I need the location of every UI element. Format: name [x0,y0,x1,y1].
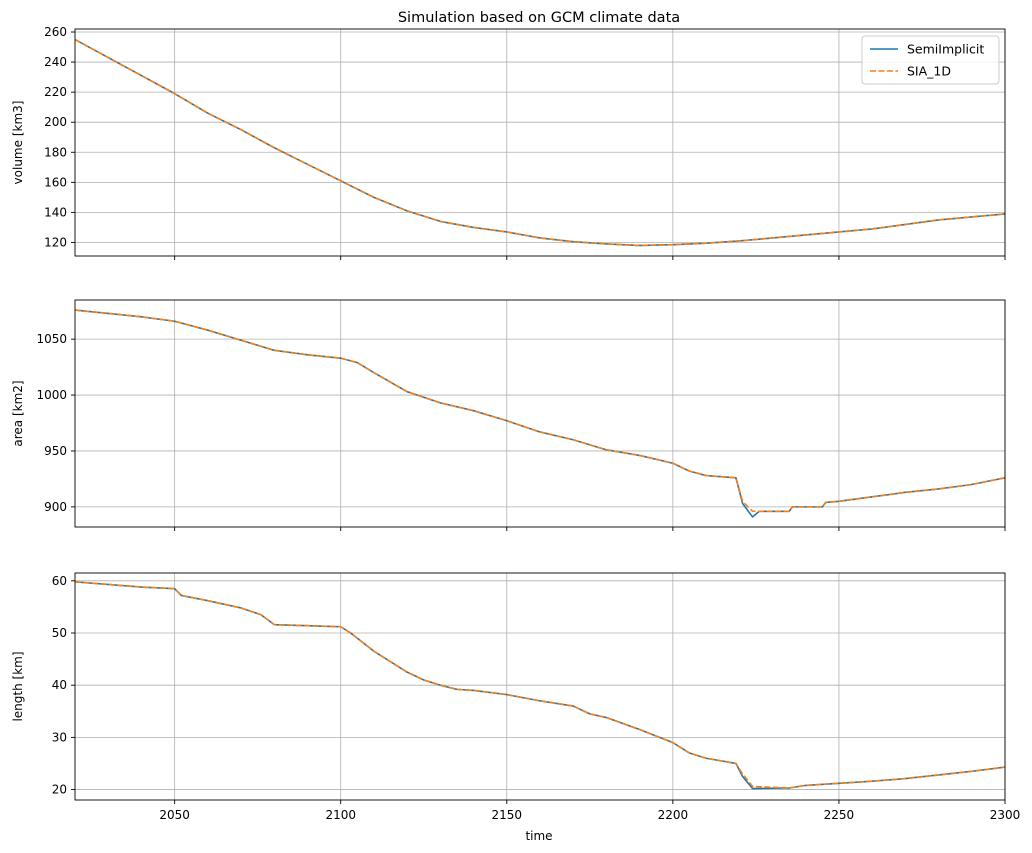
y-tick-label: 20 [52,783,67,797]
y-tick-label: 1000 [36,388,67,402]
legend: SemiImplicit SIA_1D [861,35,1000,85]
y-tick-label: 50 [52,626,67,640]
panels-group: 120 140 160 180 200 220 240 260 volume [km3] Semi… [11,25,1020,822]
plot-frame [74,28,1006,257]
legend-box [861,35,1000,85]
legend-label-semiimplicit: SemiImplicit [907,42,984,57]
series-line-sia-1d [75,581,1005,789]
series-line-sia-1d [75,309,1005,513]
panel-volume-km3: 120 140 160 180 200 220 240 260 volume [km3] Semi… [11,25,1006,260]
x-tick-label: 2300 [990,808,1021,822]
x-tick-label: 2250 [824,808,855,822]
y-tick-label: 180 [44,145,67,159]
x-tick-label: 2050 [159,808,190,822]
x-tick-label: 2200 [658,808,689,822]
x-tick-label: 2100 [325,808,356,822]
legend-label-sia-1d: SIA_1D [907,64,951,79]
y-tick-label: 200 [44,115,67,129]
x-axis-label: time [525,829,552,843]
y-tick-label: 220 [44,85,67,99]
y-tick-label: 60 [52,574,67,588]
plot-frame [74,299,1006,528]
y-tick-label: 120 [44,235,67,249]
y-axis-label-volume-km3: volume [km3] [11,101,25,185]
panel-area-km2: 900 950 1000 1050 area [km2] [11,299,1006,531]
y-tick-label: 240 [44,55,67,69]
y-tick-label: 30 [52,730,67,744]
plot-frame [74,572,1006,801]
series-line-sia-1d [75,38,1005,247]
x-tick-label: 2150 [492,808,523,822]
y-tick-label: 950 [44,444,67,458]
y-tick-label: 140 [44,205,67,219]
y-tick-label: 260 [44,25,67,39]
chart-title: Simulation based on GCM climate data [398,10,680,26]
y-tick-label: 900 [44,500,67,514]
y-tick-label: 160 [44,175,67,189]
y-axis-label-area-km2: area [km2] [11,380,25,446]
y-tick-label: 40 [52,678,67,692]
y-tick-label: 1050 [36,332,67,346]
y-axis-label-length-km: length [km] [11,651,25,721]
panel-length-km: 20 30 40 50 60 2050 2100 2150 2200 2250 2300 length… [11,572,1021,822]
